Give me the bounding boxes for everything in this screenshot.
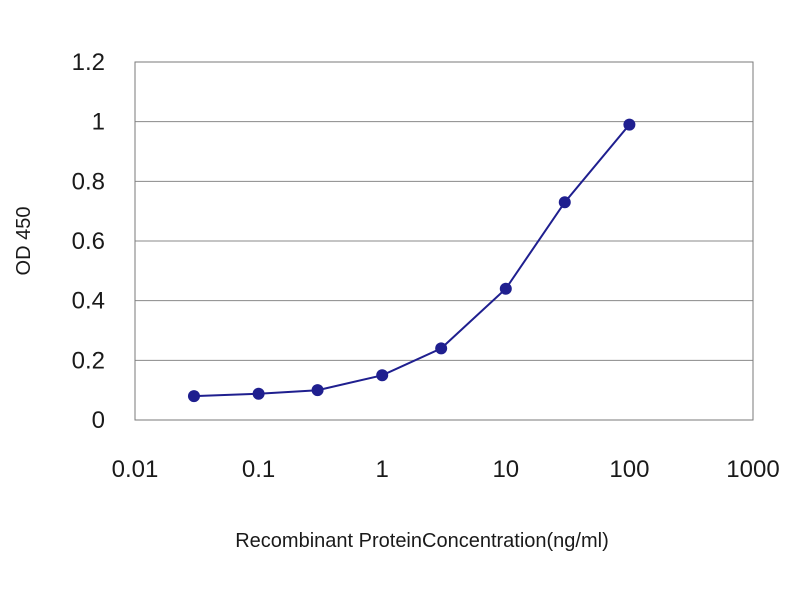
data-point: [187, 390, 200, 403]
x-tick-label: 0.01: [112, 456, 159, 483]
y-tick-label: 1.2: [72, 49, 105, 76]
data-point: [435, 342, 448, 355]
x-tick-label: 100: [609, 456, 649, 483]
x-tick-label: 1: [376, 456, 389, 483]
y-tick-label: 0.4: [72, 288, 105, 315]
x-axis-title: Recombinant ProteinConcentration(ng/ml): [235, 530, 609, 552]
x-axis-ticks: 0.01 0.1 1 10 100 1000: [112, 456, 780, 483]
y-axis-ticks: 0 0.2 0.4 0.6 0.8 1 1.2: [72, 49, 105, 434]
series-layer: [187, 118, 636, 403]
y-tick-label: 0.8: [72, 168, 105, 195]
y-tick-label: 1: [92, 109, 105, 136]
data-point: [499, 282, 512, 295]
y-axis-title: OD 450: [13, 207, 35, 276]
series-line: [193, 123, 631, 398]
y-tick-label: 0.6: [72, 228, 105, 255]
plot-area-frame: [134, 61, 754, 421]
data-point: [311, 384, 324, 397]
data-point: [623, 118, 636, 131]
data-point: [558, 196, 571, 209]
y-tick-label: 0.2: [72, 347, 105, 374]
x-tick-label: 10: [492, 456, 519, 483]
data-point: [252, 387, 265, 400]
x-tick-label: 1000: [726, 456, 779, 483]
x-tick-label: 0.1: [242, 456, 275, 483]
y-tick-label: 0: [92, 407, 105, 434]
data-point: [376, 369, 389, 382]
